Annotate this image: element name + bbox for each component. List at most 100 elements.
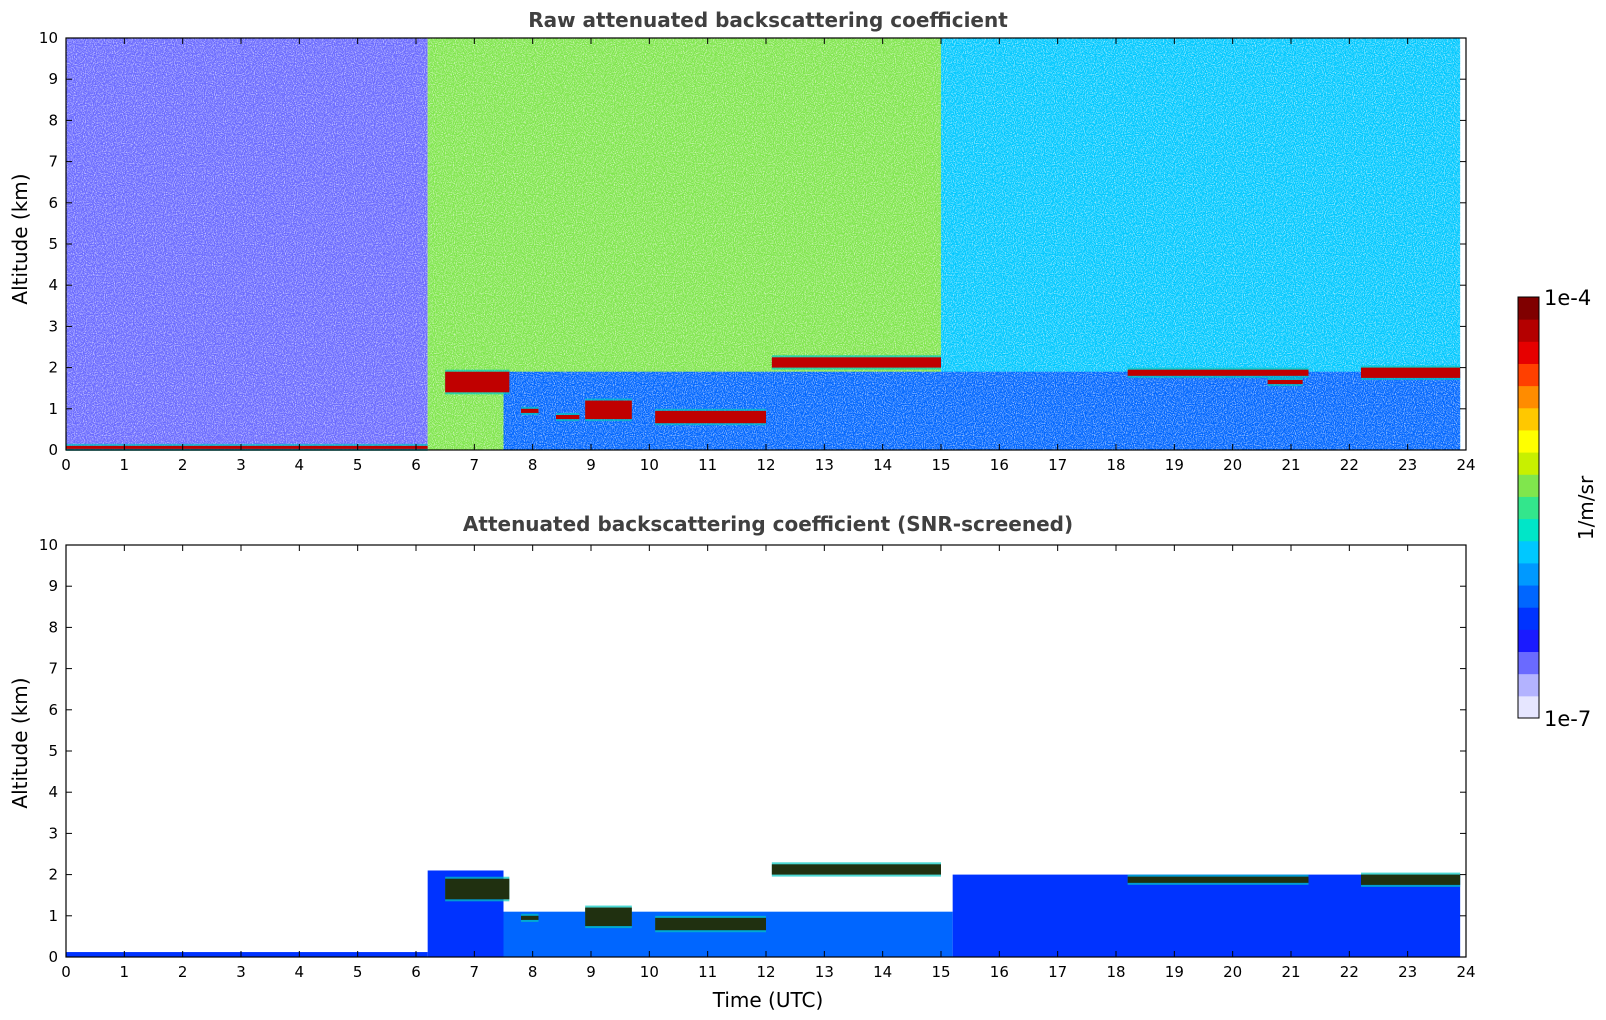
colorbar-step: [1518, 341, 1539, 364]
cloud-layer-0: [445, 876, 510, 902]
y-tick-label: 3: [48, 824, 58, 842]
y-tick-label: 7: [48, 153, 58, 171]
cloud-layer-8: [1267, 377, 1303, 387]
colorbar-step: [1518, 385, 1539, 409]
y-tick-label: 1: [48, 907, 58, 925]
signal-region-3: [952, 874, 1461, 957]
colorbar-step: [1518, 651, 1539, 675]
plot-area: [66, 38, 1466, 451]
colorbar-step: [1518, 585, 1539, 608]
y-tick-label: 2: [48, 866, 58, 884]
y-tick-label: 9: [48, 577, 58, 595]
x-tick-label: 20: [1223, 963, 1242, 981]
x-tick-label: 17: [1048, 963, 1067, 981]
cloud-layer-4: [585, 398, 632, 422]
y-tick-label: 8: [48, 111, 58, 129]
x-tick-label: 24: [1456, 456, 1475, 474]
colorbar-frame: [1517, 296, 1540, 719]
panel-title: Raw attenuated backscattering coefficien…: [528, 8, 1008, 32]
cloud-layer-4: [771, 862, 941, 877]
x-tick-label: 2: [178, 963, 188, 981]
x-tick-label: 5: [353, 456, 363, 474]
x-tick-label: 11: [698, 963, 717, 981]
y-tick-label: 8: [48, 618, 58, 636]
x-tick-label: 12: [756, 456, 775, 474]
cloud-layer-2: [521, 406, 539, 415]
x-tick-label: 18: [1106, 456, 1125, 474]
x-tick-label: 15: [931, 963, 950, 981]
colorbar: 1e-4 1e-7 1/m/sr: [1517, 286, 1598, 731]
cloud-layer-9: [1361, 365, 1461, 380]
y-tick-label: 5: [48, 235, 58, 253]
colorbar-step: [1518, 474, 1539, 497]
x-tick-label: 9: [586, 963, 596, 981]
x-tick-label: 14: [873, 963, 892, 981]
y-tick-label: 5: [48, 742, 58, 760]
y-tick-label: 10: [39, 29, 58, 47]
x-tick-label: 8: [528, 456, 538, 474]
y-tick-label: 2: [48, 359, 58, 377]
y-tick-label: 6: [48, 194, 58, 212]
colorbar-steps: [1517, 296, 1540, 719]
colorbar-min-label: 1e-7: [1544, 707, 1591, 731]
x-tick-label: 13: [815, 456, 834, 474]
x-tick-label: 10: [640, 456, 659, 474]
y-axis-label: Altitude (km): [8, 173, 32, 304]
x-tick-label: 4: [295, 963, 305, 981]
colorbar-unit-label: 1/m/sr: [1574, 475, 1598, 540]
y-tick-label: 10: [39, 536, 58, 554]
x-tick-label: 6: [411, 963, 421, 981]
x-tick-label: 6: [411, 456, 421, 474]
x-tick-label: 13: [815, 963, 834, 981]
snr-screened-panel: Attenuated backscattering coefficient (S…: [8, 512, 1476, 1012]
x-tick-label: 20: [1223, 456, 1242, 474]
y-tick-label: 1: [48, 400, 58, 418]
y-tick-label: 4: [48, 783, 58, 801]
cloud-layer-6: [1361, 872, 1461, 887]
cloud-layer-3: [655, 915, 766, 933]
x-tick-label: 3: [236, 456, 246, 474]
y-tick-label: 9: [48, 70, 58, 88]
x-tick-label: 18: [1106, 963, 1125, 981]
colorbar-step: [1518, 562, 1539, 586]
y-axis-label: Altitude (km): [8, 677, 32, 808]
raw-backscatter-panel: Raw attenuated backscattering coefficien…: [8, 8, 1476, 474]
colorbar-max-label: 1e-4: [1544, 286, 1591, 310]
x-tick-label: 17: [1048, 456, 1067, 474]
x-tick-label: 1: [120, 963, 130, 981]
colorbar-step: [1518, 518, 1539, 542]
plot-area: [66, 545, 1466, 957]
x-tick-label: 5: [353, 963, 363, 981]
colorbar-step: [1518, 452, 1539, 475]
x-tick-label: 21: [1281, 963, 1300, 981]
cloud-layer-3: [556, 412, 580, 422]
y-tick-label: 0: [48, 948, 58, 966]
x-tick-label: 0: [61, 456, 71, 474]
colorbar-step: [1518, 429, 1539, 453]
x-tick-label: 22: [1340, 456, 1359, 474]
x-tick-label: 4: [295, 456, 305, 474]
y-tick-label: 3: [48, 317, 58, 335]
colorbar-step: [1518, 540, 1539, 564]
colorbar-step: [1518, 407, 1539, 431]
x-tick-label: 11: [698, 456, 717, 474]
cloud-layer-1: [521, 913, 539, 922]
x-tick-label: 23: [1398, 456, 1417, 474]
colorbar-step: [1518, 496, 1539, 520]
x-tick-label: 16: [990, 963, 1009, 981]
axes: 0 1 2 3 4 5 6 7 8 9 10 11 12 13 14 15 16 17 18 19 20 21 22 23 24…: [39, 29, 1476, 474]
x-tick-label: 12: [756, 963, 775, 981]
x-tick-label: 23: [1398, 963, 1417, 981]
x-tick-label: 7: [470, 963, 480, 981]
x-tick-label: 9: [586, 456, 596, 474]
y-tick-label: 0: [48, 441, 58, 459]
x-tick-label: 2: [178, 456, 188, 474]
x-tick-label: 10: [640, 963, 659, 981]
x-tick-label: 19: [1165, 963, 1184, 981]
cloud-layer-1: [445, 369, 510, 395]
cloud-layer-5: [1127, 874, 1309, 885]
x-tick-label: 3: [236, 963, 246, 981]
axes: 0 1 2 3 4 5 6 7 8 9 10 11 12 13 14 15 16 17 18 19 20 21 22 23 24…: [39, 536, 1476, 981]
x-tick-label: 8: [528, 963, 538, 981]
